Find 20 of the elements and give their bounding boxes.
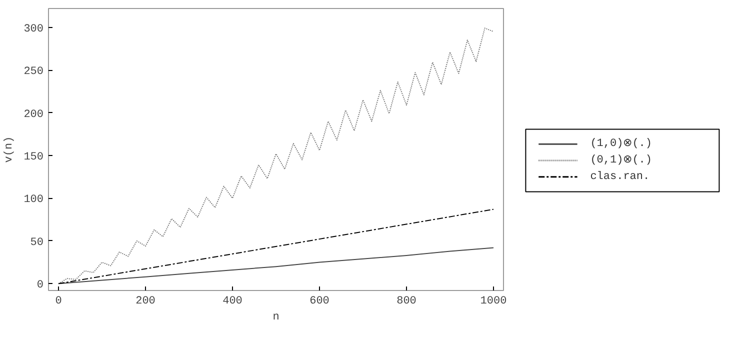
line-series — [58, 247, 494, 284]
y-axis-title: v(n) — [4, 136, 16, 163]
x-tick-label: 800 — [396, 296, 416, 308]
y-tick-label: 100 — [24, 194, 44, 206]
x-tick-label: 400 — [222, 296, 242, 308]
y-tick-label: 200 — [24, 108, 44, 121]
y-tick-label: 150 — [24, 151, 44, 164]
y-tick-label: 0 — [36, 280, 44, 292]
x-tick-label: 200 — [136, 296, 156, 308]
y-tick-label: 300 — [24, 23, 44, 36]
y-tick-label: 50 — [30, 236, 44, 249]
x-tick-label: 600 — [310, 296, 330, 308]
y-tick-label: 250 — [24, 66, 44, 78]
x-tick-label: 0 — [55, 296, 62, 308]
x-axis-title: n — [272, 312, 280, 324]
legend-label: (1,0)⊗(.) — [590, 138, 652, 150]
legend-label: (0,1)⊗(.) — [590, 154, 652, 166]
line-series — [58, 28, 494, 284]
legend-label: clas.ran. — [590, 170, 650, 183]
x-tick-label: 1000 — [480, 296, 507, 308]
